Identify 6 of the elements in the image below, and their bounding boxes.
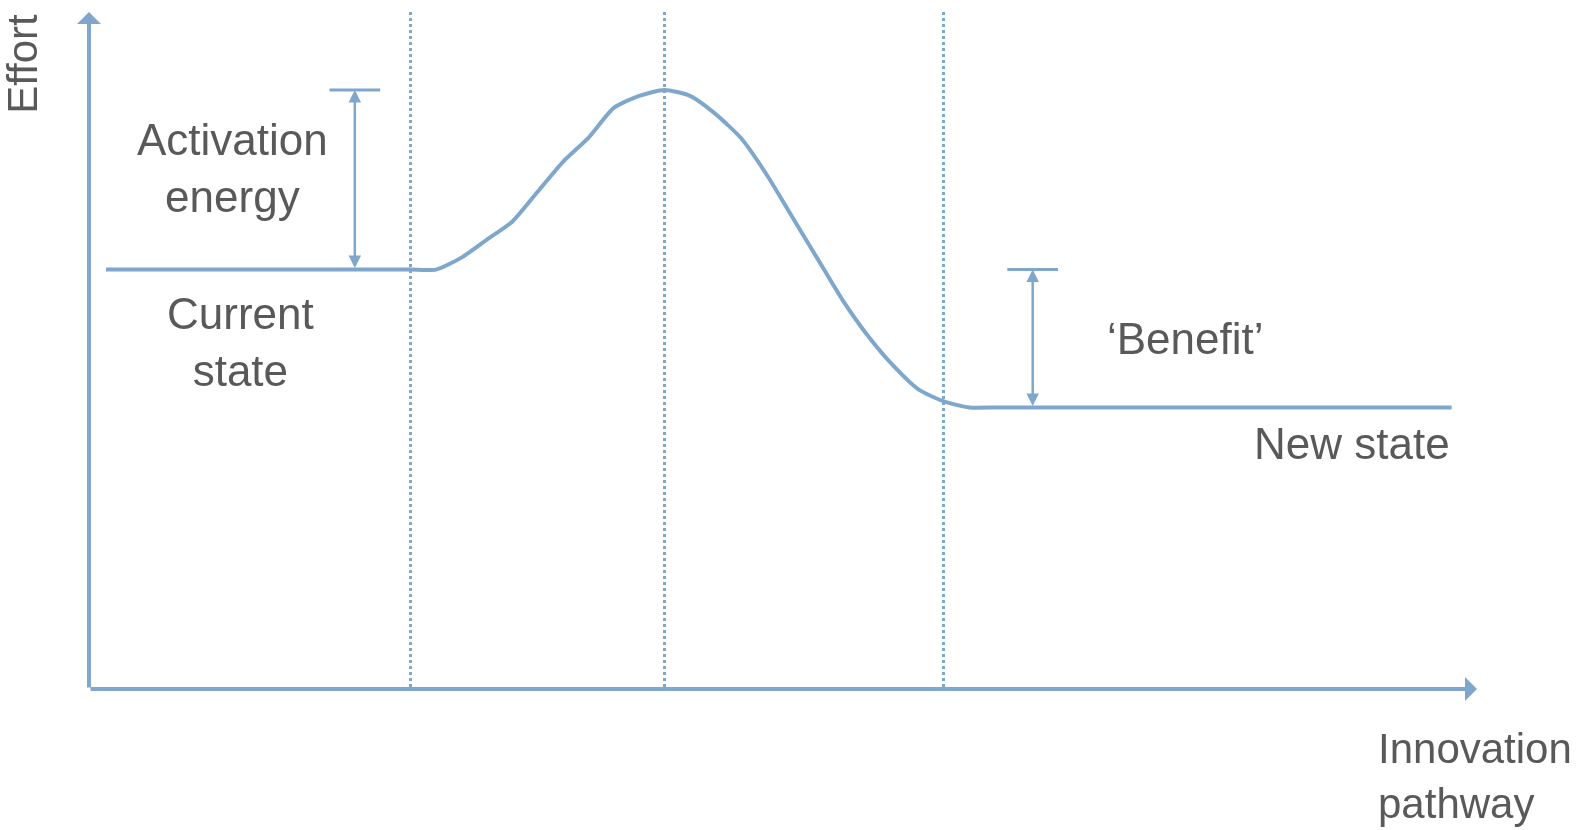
y-axis-title: Effort (0, 13, 46, 114)
annotation: ‘Benefit’ (1107, 314, 1264, 363)
annotation: Activation energy (137, 115, 328, 222)
annotation: Current state (167, 289, 314, 396)
x-axis-title: Innovation pathway (1378, 725, 1572, 827)
annotation: New state (1254, 419, 1450, 468)
